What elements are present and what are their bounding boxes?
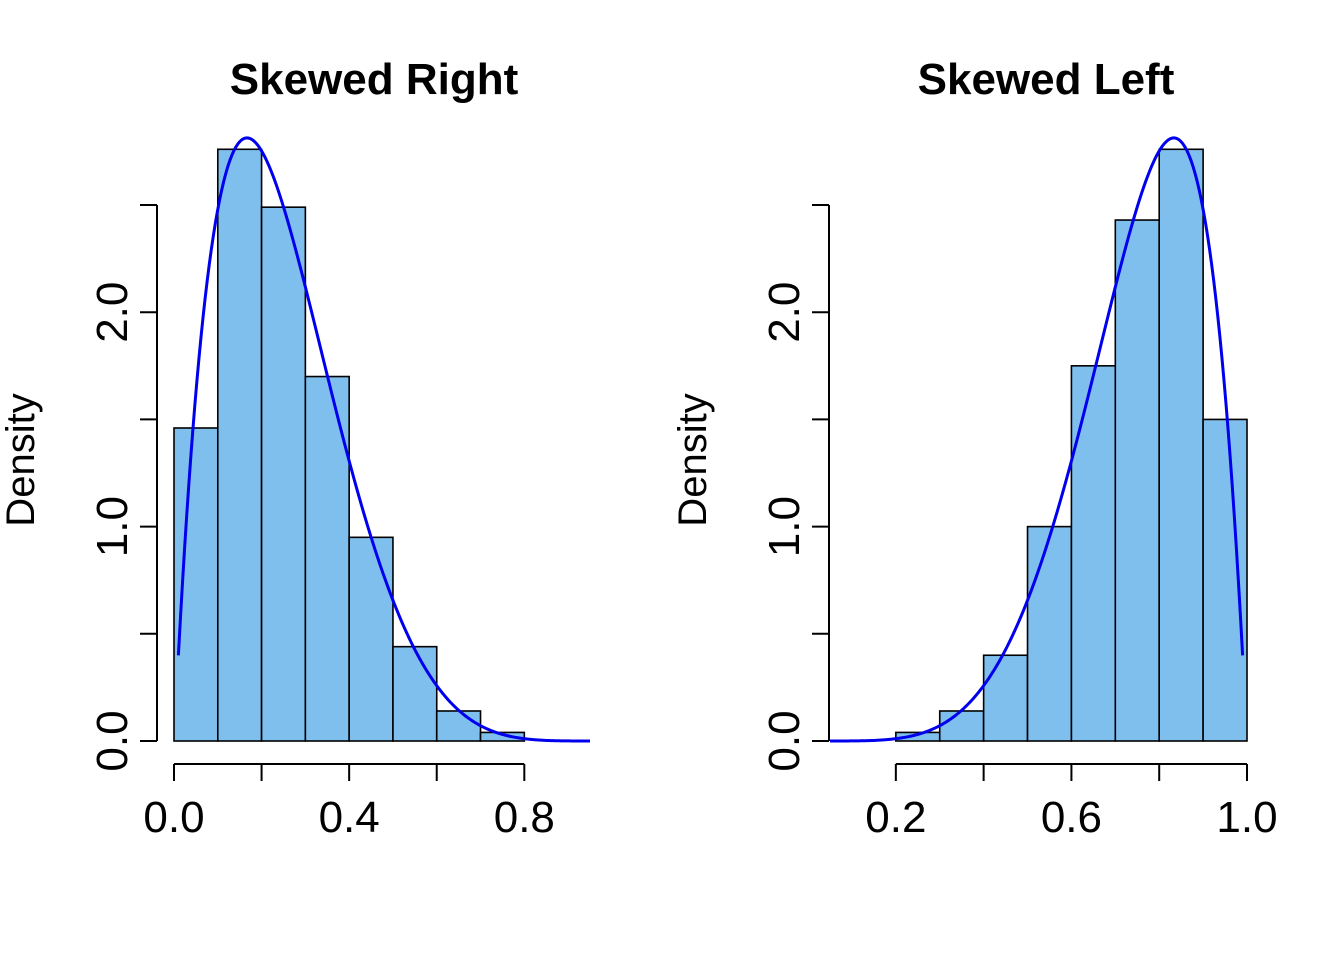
axes: 0.0 1.0 2.0 0.2 0.6 1.0: [760, 204, 1278, 842]
histogram-bar: [1114, 219, 1161, 742]
bars: [173, 148, 526, 742]
y-tick-label: 1.0: [88, 496, 137, 557]
y-tick-label: 2.0: [760, 282, 809, 343]
density-curve: [176, 136, 590, 743]
x-tick-label: 0.6: [1041, 793, 1102, 842]
panel-skewed-left: Skewed Left Density 0.0 1.0 2.0 0.2 0.6 1.0: [671, 55, 1278, 842]
histogram-bar: [1026, 525, 1073, 742]
histogram-bar: [479, 731, 526, 742]
x-tick-label: 0.4: [319, 793, 380, 842]
histogram-bar: [260, 206, 307, 742]
density-curve-layer: [176, 136, 590, 743]
y-tick-label: 1.0: [760, 496, 809, 557]
x-tick-label: 0.0: [143, 793, 204, 842]
chart-title: Skewed Left: [918, 55, 1175, 104]
x-tick-label: 0.2: [865, 793, 926, 842]
panel-skewed-right: Skewed Right Density 0.0 1.0 2.0 0.0 0.4 0.8: [0, 55, 590, 842]
x-tick-label: 0.8: [494, 793, 555, 842]
histogram-bar: [938, 710, 985, 742]
bars: [895, 148, 1248, 742]
y-axis-label: Density: [0, 393, 43, 526]
density-curve-layer: [830, 136, 1245, 743]
y-tick-label: 0.0: [88, 710, 137, 771]
histogram-bar: [1070, 365, 1117, 742]
chart-title: Skewed Right: [230, 55, 519, 104]
y-tick-label: 2.0: [88, 282, 137, 343]
histogram-bar: [216, 148, 263, 742]
axes: 0.0 1.0 2.0 0.0 0.4 0.8: [88, 204, 555, 842]
histogram-bar: [392, 645, 438, 742]
histogram-bar: [348, 536, 394, 742]
y-tick-label: 0.0: [760, 710, 809, 771]
histogram-bar: [173, 427, 219, 742]
histogram-bar: [1158, 148, 1204, 742]
density-curve: [830, 136, 1245, 743]
x-tick-label: 1.0: [1216, 793, 1277, 842]
histogram-bar: [1202, 418, 1248, 742]
histogram-bar: [435, 710, 482, 742]
y-axis-label: Density: [671, 393, 715, 526]
histogram-bar: [982, 654, 1029, 742]
